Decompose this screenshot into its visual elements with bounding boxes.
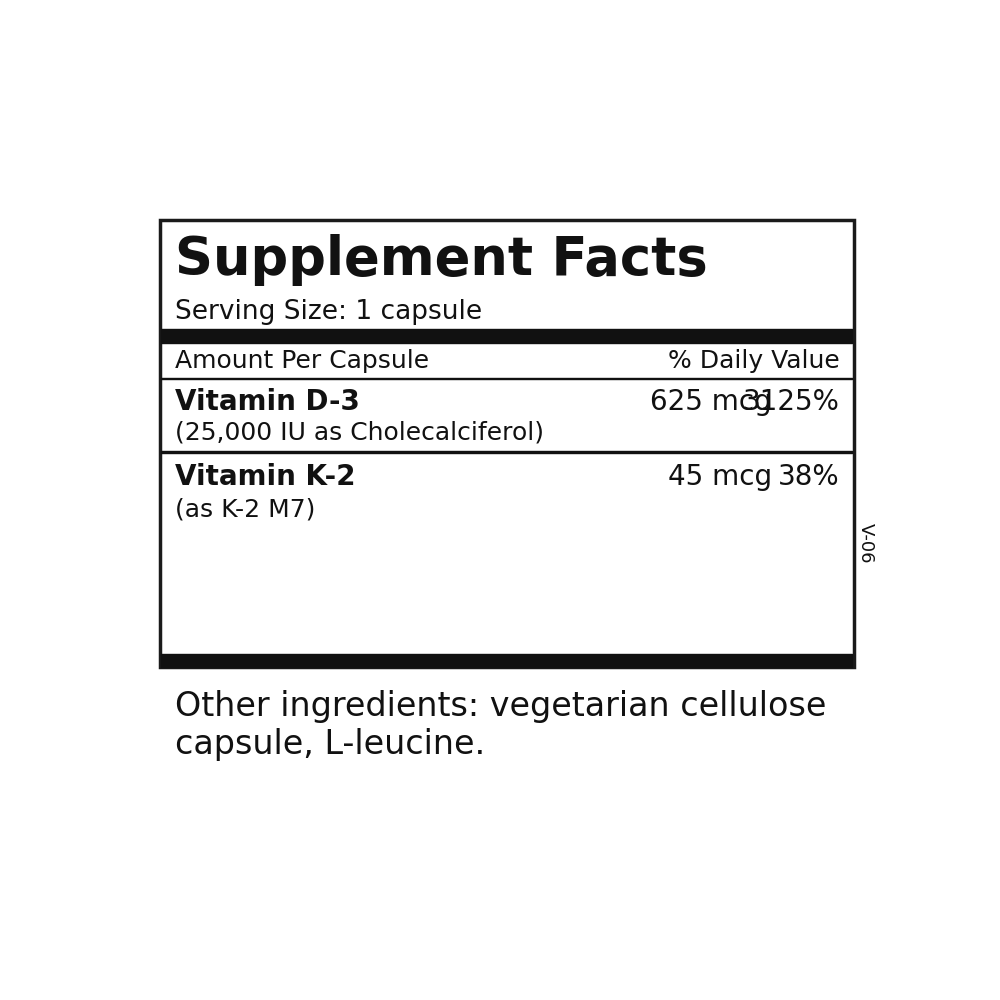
Text: Serving Size: 1 capsule: Serving Size: 1 capsule <box>175 299 482 325</box>
Text: 625 mcg: 625 mcg <box>650 388 772 416</box>
Text: capsule, L-leucine.: capsule, L-leucine. <box>175 728 486 761</box>
Text: 38%: 38% <box>778 463 840 491</box>
FancyBboxPatch shape <box>160 220 854 667</box>
Text: % Daily Value: % Daily Value <box>668 349 840 373</box>
Text: Other ingredients: vegetarian cellulose: Other ingredients: vegetarian cellulose <box>175 690 827 723</box>
Text: V-06: V-06 <box>857 523 875 564</box>
Text: 45 mcg: 45 mcg <box>668 463 772 491</box>
Text: Vitamin D-3: Vitamin D-3 <box>175 388 360 416</box>
Text: 3125%: 3125% <box>743 388 840 416</box>
Text: Vitamin K-2: Vitamin K-2 <box>175 463 356 491</box>
Text: Amount Per Capsule: Amount Per Capsule <box>175 349 430 373</box>
Text: (as K-2 M7): (as K-2 M7) <box>175 497 316 521</box>
Text: (25,000 IU as Cholecalciferol): (25,000 IU as Cholecalciferol) <box>175 420 544 444</box>
Text: Supplement Facts: Supplement Facts <box>175 234 708 286</box>
